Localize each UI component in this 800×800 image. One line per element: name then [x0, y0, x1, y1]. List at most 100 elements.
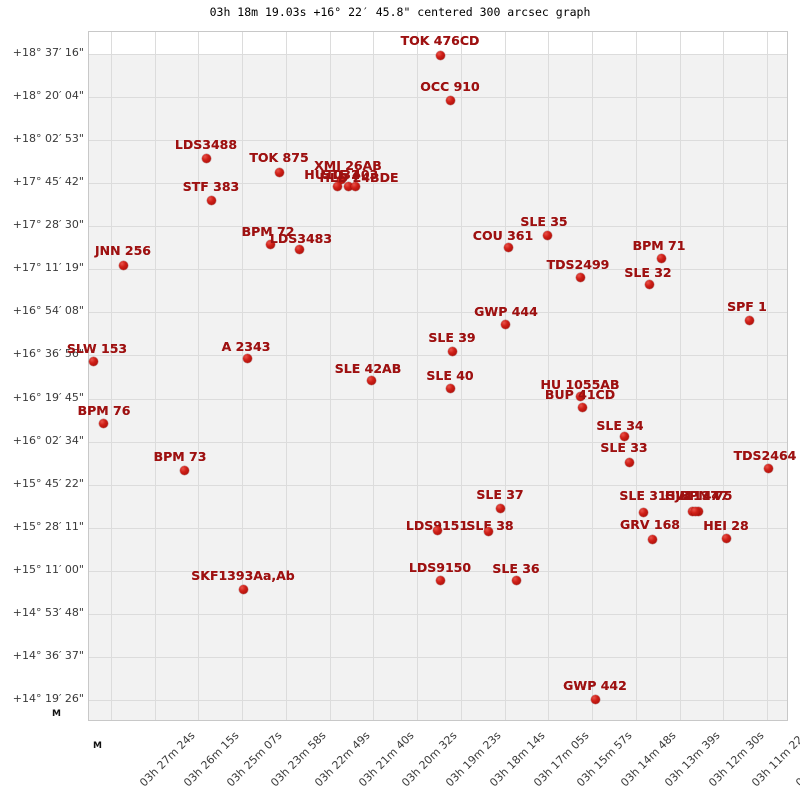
data-point[interactable]	[721, 533, 731, 543]
data-point[interactable]	[503, 242, 513, 252]
data-point-label: HU1032	[304, 167, 360, 182]
gridline-horizontal	[89, 312, 787, 313]
data-point[interactable]	[206, 195, 216, 205]
data-point[interactable]	[624, 457, 634, 467]
data-point[interactable]	[332, 181, 342, 191]
data-point-label: SLE 38	[466, 518, 514, 533]
data-point-label: SPF 1	[727, 299, 767, 314]
data-point[interactable]	[350, 181, 360, 191]
gridline-vertical	[680, 32, 681, 720]
data-point-label: BPM 72	[241, 224, 295, 239]
data-point-label: TOK 875	[249, 150, 309, 165]
data-point[interactable]	[575, 391, 585, 401]
data-point[interactable]	[179, 465, 189, 475]
gridline-horizontal	[89, 183, 787, 184]
data-point-label: BPM 73	[153, 449, 207, 464]
data-point[interactable]	[445, 383, 455, 393]
data-point[interactable]	[445, 95, 455, 105]
data-point-label: OCC 910	[420, 79, 480, 94]
data-point[interactable]	[656, 253, 666, 263]
data-point-label: STF 383	[182, 179, 240, 194]
data-point-label: COU 361	[472, 228, 534, 243]
data-point-label: SLE 42AB	[334, 361, 402, 376]
data-point[interactable]	[590, 694, 600, 704]
axis-marker-glyph: M	[52, 709, 61, 719]
data-point-label: GRV 168	[619, 517, 681, 532]
data-point[interactable]	[644, 279, 654, 289]
gridline-horizontal	[89, 614, 787, 615]
data-point-label: SLE 34	[596, 418, 644, 433]
gridline-horizontal	[89, 226, 787, 227]
gridline-vertical	[505, 32, 506, 720]
gridline-vertical	[723, 32, 724, 720]
gridline-vertical	[548, 32, 549, 720]
data-point-label: SLE 37	[476, 487, 524, 502]
gridline-horizontal	[89, 571, 787, 572]
gridline-vertical	[198, 32, 199, 720]
data-point-label: GWP 447	[665, 488, 729, 503]
data-point[interactable]	[744, 315, 754, 325]
y-axis-tick-label: +16° 54′ 08"	[12, 304, 84, 318]
data-point[interactable]	[483, 526, 493, 536]
data-point[interactable]	[242, 353, 252, 363]
gridline-vertical	[592, 32, 593, 720]
y-axis-tick-label: +14° 19′ 26"	[12, 692, 84, 706]
data-point[interactable]	[511, 575, 521, 585]
grid-band	[89, 657, 787, 720]
data-point[interactable]	[265, 239, 275, 249]
gridline-horizontal	[89, 657, 787, 658]
data-point[interactable]	[495, 503, 505, 513]
data-point[interactable]	[575, 272, 585, 282]
y-axis-tick-label: +18° 37′ 16"	[12, 45, 84, 59]
y-axis-tick-label: +17° 28′ 30"	[12, 218, 84, 232]
data-point[interactable]	[366, 375, 376, 385]
data-point[interactable]	[435, 50, 445, 60]
axis-marker-glyph: M	[93, 741, 102, 751]
data-point-label: GWP 442	[563, 678, 627, 693]
data-point[interactable]	[500, 319, 510, 329]
data-point[interactable]	[336, 174, 346, 184]
data-point-label: A 2343	[221, 339, 271, 354]
data-point-label: LDS3483	[269, 231, 333, 246]
gridline-horizontal	[89, 442, 787, 443]
data-point[interactable]	[88, 356, 98, 366]
data-point[interactable]	[447, 346, 457, 356]
data-point[interactable]	[638, 507, 648, 517]
data-point[interactable]	[435, 575, 445, 585]
data-point[interactable]	[432, 525, 442, 535]
data-point[interactable]	[201, 153, 211, 163]
page-title: 03h 18m 19.03s +16° 22′ 45.8" centered 3…	[209, 5, 591, 19]
data-point[interactable]	[294, 244, 304, 254]
data-point[interactable]	[542, 230, 552, 240]
gridline-vertical	[242, 32, 243, 720]
grid-band	[89, 53, 787, 140]
data-point[interactable]	[690, 506, 700, 516]
data-point-label: SLE 33	[600, 440, 648, 455]
y-axis-tick-label: +17° 11′ 19"	[12, 261, 84, 275]
data-point[interactable]	[577, 402, 587, 412]
data-point-label: BPM 75	[679, 488, 733, 503]
data-point[interactable]	[238, 584, 248, 594]
data-point[interactable]	[98, 418, 108, 428]
data-point[interactable]	[343, 181, 353, 191]
data-point-label: BPM 71	[632, 238, 686, 253]
y-axis-tick-label: +18° 20′ 04"	[12, 88, 84, 102]
y-axis-tick-label: +15° 11′ 00"	[12, 563, 84, 577]
gridline-vertical	[767, 32, 768, 720]
data-point-label: SKF1393Aa,Ab	[191, 568, 295, 583]
data-point-label: XMI 26AB	[314, 158, 382, 173]
data-point[interactable]	[274, 167, 284, 177]
data-point-label: SLE 39	[428, 330, 476, 345]
data-point-label: SLW 153	[66, 341, 128, 356]
y-axis-tick-label: +14° 53′ 48"	[12, 606, 84, 620]
data-point[interactable]	[118, 260, 128, 270]
gridline-horizontal	[89, 140, 787, 141]
data-point[interactable]	[647, 534, 657, 544]
y-axis-tick-label: +14° 36′ 37"	[12, 649, 84, 663]
data-point-label: GWP 444	[474, 304, 538, 319]
gridline-horizontal	[89, 355, 787, 356]
data-point-label: SLE 32	[624, 265, 672, 280]
data-point[interactable]	[619, 431, 629, 441]
data-point[interactable]	[763, 463, 773, 473]
